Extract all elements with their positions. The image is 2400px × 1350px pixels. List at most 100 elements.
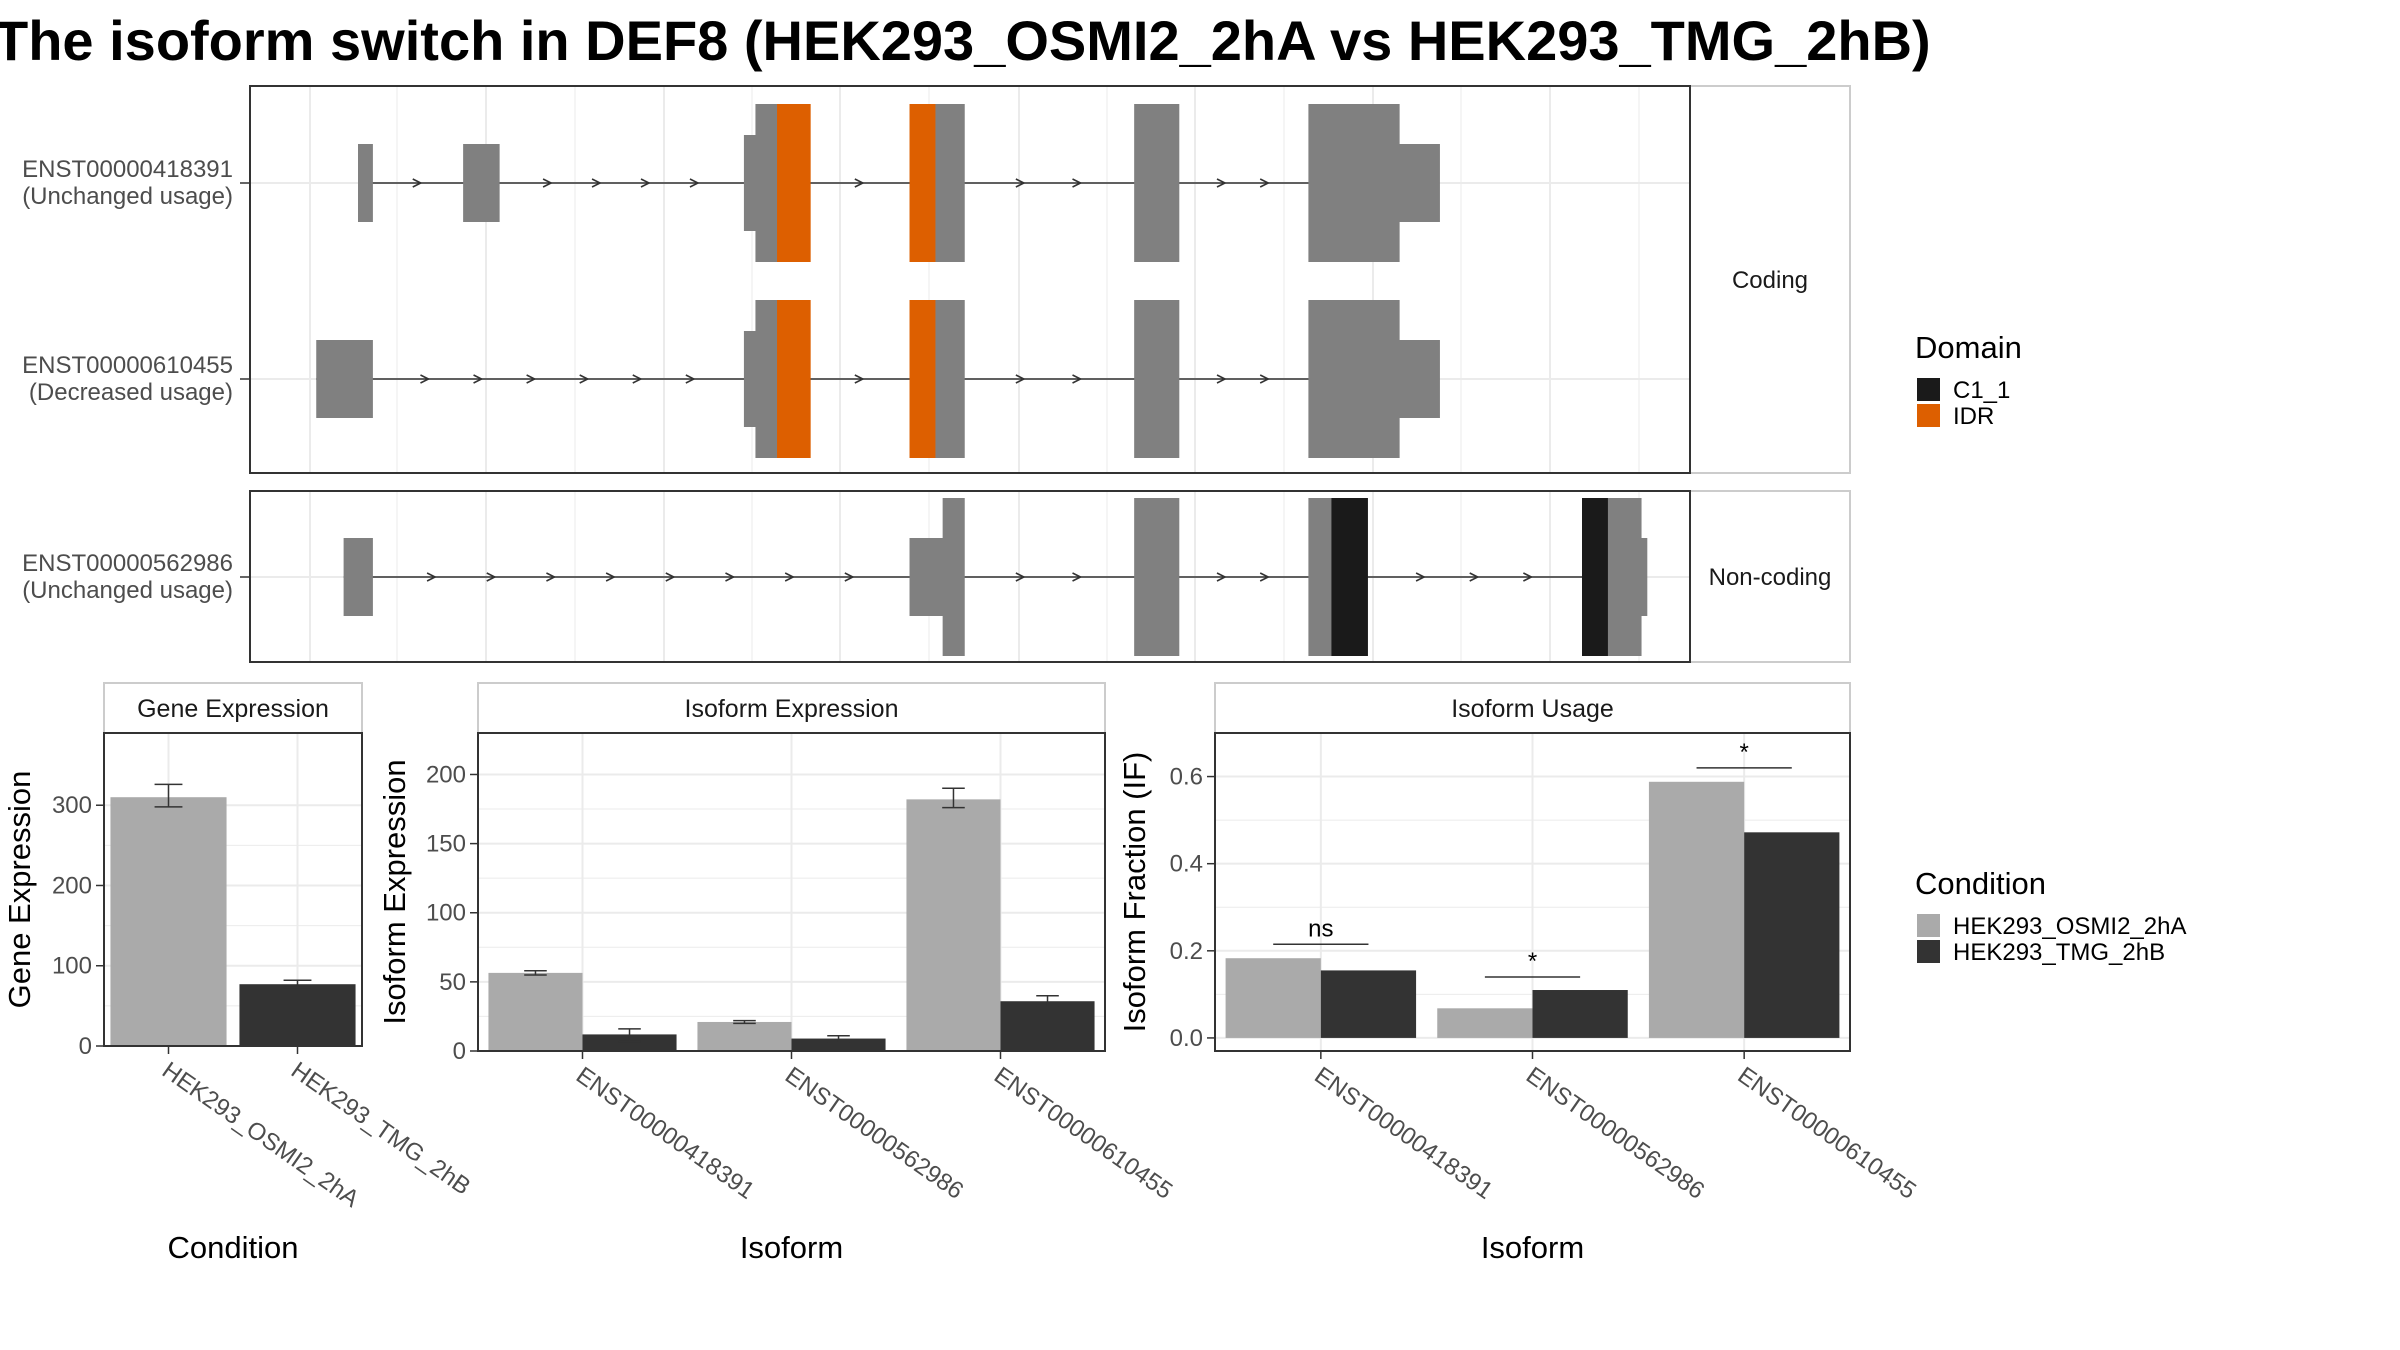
- exon: [755, 300, 778, 458]
- exon: [1134, 300, 1180, 458]
- direction-arrow: [420, 374, 431, 384]
- y-tick-label: 0.4: [1170, 851, 1203, 878]
- legend-key: [1917, 914, 1940, 937]
- exon: [343, 538, 373, 616]
- facet-strip-label: Isoform Expression: [685, 695, 899, 723]
- y-tick-label: 200: [52, 872, 92, 899]
- direction-arrow: [1015, 178, 1026, 188]
- direction-arrow: [1259, 374, 1270, 384]
- legend-label: IDR: [1953, 403, 1994, 430]
- exon: [463, 144, 500, 222]
- isoform-label: ENST00000610455: [22, 352, 233, 379]
- direction-arrow: [1216, 178, 1227, 188]
- isoform-track: ENST00000562986(Unchanged usage): [22, 498, 1648, 656]
- bar: [582, 1034, 677, 1051]
- direction-arrow: [784, 572, 795, 582]
- y-tick-label: 100: [52, 953, 92, 980]
- legend-label: C1_1: [1953, 377, 2010, 404]
- exon: [358, 144, 373, 222]
- bar: [1000, 1001, 1095, 1051]
- x-tick-label: ENST00000610455: [989, 1062, 1177, 1205]
- direction-arrow: [1216, 374, 1227, 384]
- bar: [239, 984, 356, 1046]
- x-tick-label: ENST00000418391: [571, 1062, 759, 1205]
- bar: [1648, 781, 1745, 1038]
- legend-key: [1917, 940, 1940, 963]
- exon: [942, 498, 965, 656]
- bar: [697, 1021, 792, 1051]
- y-axis-title: Isoform Fraction (IF): [1117, 752, 1152, 1033]
- error-bar: [283, 979, 312, 989]
- direction-arrow: [526, 374, 537, 384]
- significance-label: ns: [1308, 915, 1333, 942]
- bar: [1744, 832, 1840, 1038]
- exon: [1308, 300, 1400, 458]
- exon: [743, 331, 756, 427]
- direction-arrow: [546, 572, 557, 582]
- error-bar: [827, 1035, 850, 1044]
- bar: [906, 799, 1001, 1051]
- domain-c1-1: [1582, 498, 1609, 656]
- isoform-label: ENST00000418391: [22, 156, 233, 183]
- exon: [1399, 144, 1440, 222]
- bar: [1437, 1008, 1533, 1038]
- bar: [488, 972, 583, 1051]
- domain-idr: [777, 104, 811, 262]
- isoform-label: ENST00000562986: [22, 550, 233, 577]
- direction-arrow: [1015, 572, 1026, 582]
- direction-arrow: [1072, 178, 1083, 188]
- isoform-usage-label: (Decreased usage): [29, 379, 233, 406]
- panel-border: [249, 490, 1691, 663]
- isoform-track: ENST00000610455(Decreased usage): [22, 300, 1440, 458]
- exon: [909, 538, 944, 616]
- panel-border: [103, 732, 363, 1047]
- significance-label: *: [1739, 739, 1748, 766]
- direction-arrow: [725, 572, 736, 582]
- x-tick-label: ENST00000562986: [1521, 1062, 1709, 1205]
- domain-c1-1: [1331, 498, 1368, 656]
- exon: [1641, 538, 1648, 616]
- direction-arrow: [689, 178, 700, 188]
- isoform-track: ENST00000418391(Unchanged usage): [22, 104, 1440, 262]
- exon: [1308, 498, 1332, 656]
- x-tick-label: ENST00000562986: [780, 1062, 968, 1205]
- panel-border: [477, 732, 1106, 1052]
- y-tick-label: 0.2: [1170, 938, 1203, 965]
- direction-arrow: [412, 178, 423, 188]
- direction-arrow: [1523, 572, 1534, 582]
- isoform-usage-label: (Unchanged usage): [22, 577, 233, 604]
- direction-arrow: [854, 374, 865, 384]
- isoform-usage-label: (Unchanged usage): [22, 183, 233, 210]
- direction-arrow: [426, 572, 437, 582]
- y-tick-label: 0: [453, 1038, 466, 1065]
- page-title: The isoform switch in DEF8 (HEK293_OSMI2…: [0, 9, 1931, 72]
- exon: [743, 135, 756, 231]
- bar: [1532, 990, 1628, 1038]
- y-tick-label: 0: [79, 1033, 92, 1060]
- direction-arrow: [605, 572, 616, 582]
- direction-arrow: [1415, 572, 1426, 582]
- x-tick-label: ENST00000418391: [1309, 1062, 1497, 1205]
- x-axis-title: Isoform: [1481, 1230, 1584, 1265]
- x-tick-label: ENST00000610455: [1733, 1062, 1921, 1205]
- exon: [316, 340, 373, 418]
- legend-title: Condition: [1915, 866, 2046, 901]
- exon: [935, 104, 965, 262]
- exon: [1134, 104, 1180, 262]
- bar: [1225, 958, 1321, 1038]
- y-tick-label: 300: [52, 792, 92, 819]
- direction-arrow: [1469, 572, 1480, 582]
- y-tick-label: 100: [426, 900, 466, 927]
- direction-arrow: [542, 178, 553, 188]
- x-axis-title: Isoform: [740, 1230, 843, 1265]
- facet-strip-label: Non-coding: [1709, 564, 1832, 591]
- y-tick-label: 0.6: [1170, 764, 1203, 791]
- direction-arrow: [1216, 572, 1227, 582]
- structure-panel-non-coding: Non-coding ENST00000562986(Unchanged usag…: [22, 490, 1851, 663]
- error-bar: [524, 970, 547, 976]
- exon: [1607, 498, 1642, 656]
